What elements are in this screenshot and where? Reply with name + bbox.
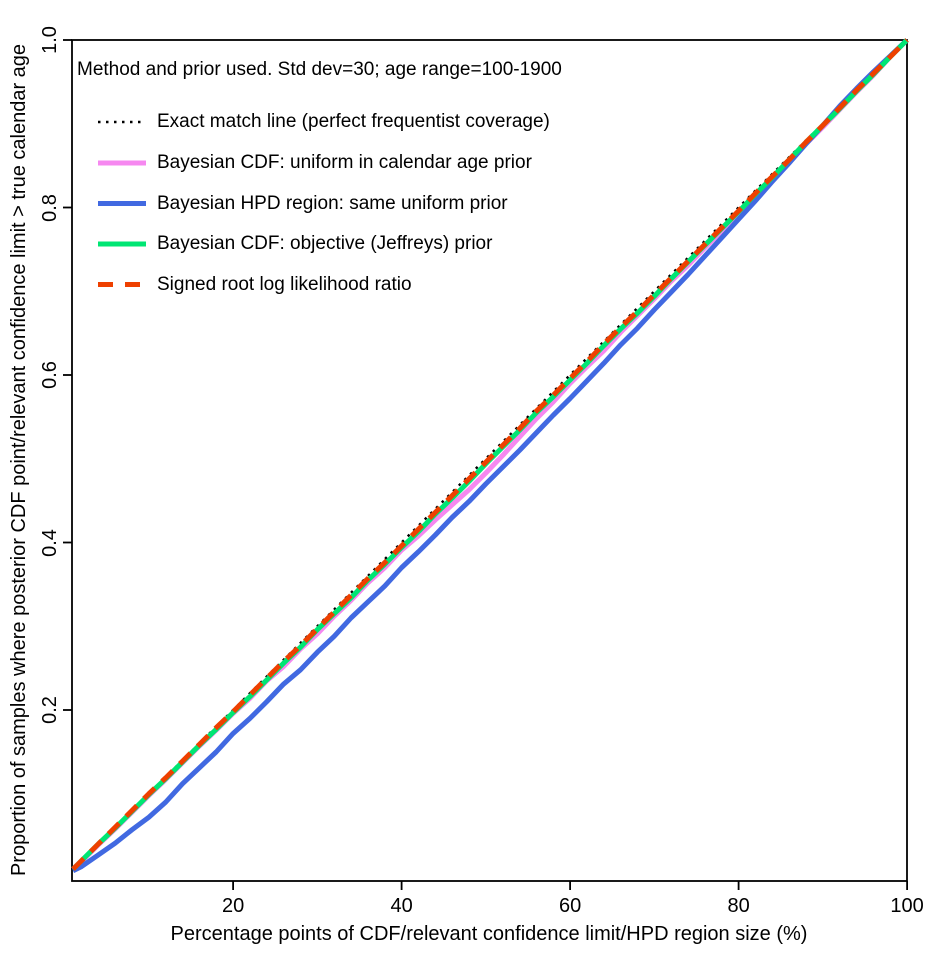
legend-label-exact-match: Exact match line (perfect frequentist co…	[157, 111, 550, 132]
legend-label-cdf-jeffreys: Bayesian CDF: objective (Jeffreys) prior	[157, 233, 493, 254]
legend-label-hpd-uniform: Bayesian HPD region: same uniform prior	[157, 193, 508, 214]
x-tick-label-60: 60	[558, 895, 582, 917]
legend-title: Method and prior used. Std dev=30; age r…	[77, 59, 562, 80]
plot-box	[71, 39, 908, 882]
y-tick-label-0.6: 0.6	[39, 361, 61, 389]
series-line-signed-root-log-likelihood-ratio	[71, 38, 909, 871]
y-tick-label-0.8: 0.8	[39, 193, 61, 222]
y-tick-label-0.2: 0.2	[39, 696, 61, 724]
y-tick-label-0.4: 0.4	[39, 528, 61, 557]
x-tick-label-40: 40	[390, 895, 413, 917]
x-axis-title: Percentage points of CDF/relevant confid…	[170, 923, 808, 945]
legend-label-cdf-uniform: Bayesian CDF: uniform in calendar age pr…	[157, 152, 532, 173]
y-tick-label-1.0: 1.0	[39, 26, 61, 54]
x-tick-label-80: 80	[727, 895, 750, 917]
series-line-bayesian-hpd-uniform-prior	[71, 38, 909, 874]
legend-label-srllr: Signed root log likelihood ratio	[157, 274, 412, 295]
x-tick-label-100: 100	[890, 895, 924, 917]
x-tick-label-20: 20	[221, 895, 245, 917]
y-axis-title: Proportion of samples where posterior CD…	[8, 43, 30, 877]
